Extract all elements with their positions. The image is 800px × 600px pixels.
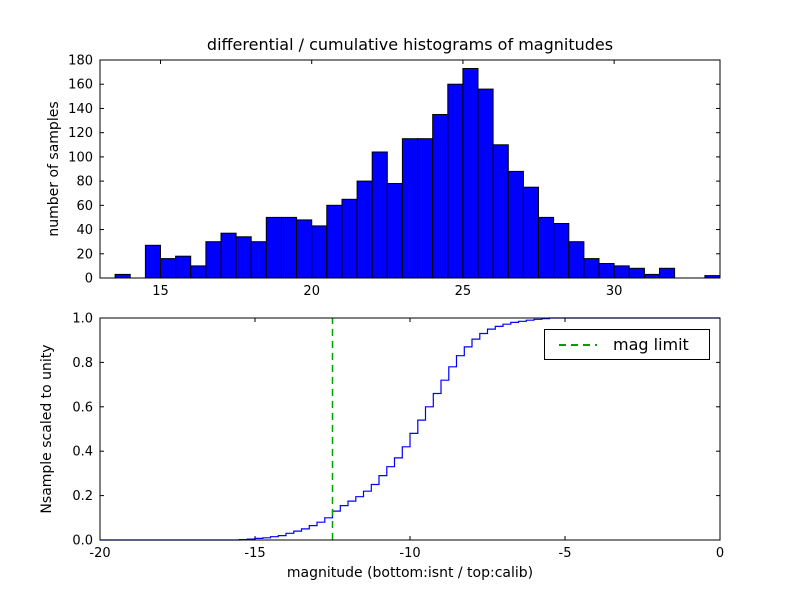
top-axes-ticks (100, 59, 720, 279)
bottom-axes-xtick-label: -15 (244, 546, 265, 561)
top-axes-tick-labels: 15 20 25 30 0 20 40 60 80 100 120 140 160 180 (68, 54, 622, 300)
histogram-bar (401, 138, 418, 279)
histogram-bar (326, 204, 343, 279)
histogram-bar (235, 236, 252, 279)
histogram-bar (371, 151, 388, 279)
top-axes-ytick-label: 180 (68, 54, 93, 69)
histogram-bar (583, 258, 600, 279)
bottom-axes-ticks (99, 317, 721, 541)
top-axes-ytick-label: 80 (76, 175, 93, 190)
bottom-ylabel: Nsample scaled to unity (39, 344, 55, 514)
histogram-bar (311, 225, 328, 279)
top-axes-xtick-label: 25 (455, 284, 472, 299)
legend-dash-icon (559, 343, 597, 346)
histogram-bar (114, 273, 131, 279)
bottom-axes-ytick-label: 0.0 (72, 534, 93, 549)
histogram-bar (628, 267, 645, 279)
top-axes-ytick-label: 0 (85, 272, 93, 287)
bottom-axes-ytick-label: 0.6 (72, 400, 93, 415)
top-axes-xtick-label: 30 (606, 284, 623, 299)
histogram-bar (386, 183, 403, 279)
histogram-bar (220, 232, 237, 279)
bottom-axes-xtick-label: -5 (559, 546, 572, 561)
histogram-bar (568, 241, 585, 279)
histogram-bar (281, 216, 298, 279)
top-axes-ytick-label: 100 (68, 150, 93, 165)
histogram-bar (356, 180, 373, 279)
histogram-bar (250, 241, 267, 279)
histogram-bar (205, 241, 222, 279)
xlabel: magnitude (bottom:isnt / top:calib) (286, 565, 534, 581)
bottom-axes-xtick-label: -10 (399, 546, 420, 561)
bottom-axes-ytick-label: 0.2 (72, 489, 93, 504)
histogram-bar (432, 114, 449, 279)
histogram-bar (296, 219, 313, 279)
bottom-axes-ytick-label: 0.4 (72, 445, 93, 460)
top-axes-ytick-label: 40 (76, 223, 93, 238)
histogram-bar (160, 258, 177, 279)
cumulative-line (100, 317, 720, 541)
top-axes-xtick-label: 20 (303, 284, 320, 299)
histogram-bar (462, 68, 479, 279)
bottom-axes-ytick-label: 0.8 (72, 356, 93, 371)
histogram-bar (477, 88, 494, 279)
top-axes-xtick-label: 15 (152, 284, 169, 299)
histogram-bar (447, 83, 464, 279)
histogram-bar (598, 263, 615, 279)
histogram-bar (265, 216, 282, 279)
top-axes-frame (99, 59, 721, 279)
histogram-bars (114, 68, 721, 279)
histogram-bar (522, 186, 540, 279)
histogram-bar (417, 138, 434, 279)
histogram-bar (341, 198, 358, 279)
top-axes-ytick-label: 120 (68, 126, 93, 141)
chart-title: differential / cumulative histograms of … (206, 35, 614, 54)
histogram-bar (538, 216, 555, 279)
top-ylabel: number of samples (46, 101, 62, 237)
histogram-bar (492, 144, 509, 279)
top-axes-ytick-label: 60 (76, 199, 93, 214)
legend: mag limit (544, 329, 710, 360)
histogram-bar (507, 170, 524, 279)
histogram-bar (553, 223, 570, 279)
legend-label: mag limit (613, 335, 689, 354)
histogram-bar (175, 255, 192, 279)
top-axes-ytick-label: 140 (68, 102, 93, 117)
histogram-bar (659, 267, 676, 279)
bottom-axes-xtick-label: -20 (89, 546, 110, 561)
bottom-axes-tick-labels: -20 -15 -10 -5 0 0.0 0.2 0.4 0.6 0.8 1.0 (72, 312, 724, 562)
histogram-bar (144, 244, 161, 279)
top-axes-ytick-label: 160 (68, 78, 93, 93)
bottom-axes-ytick-label: 1.0 (72, 312, 93, 327)
top-axes-ytick-label: 20 (76, 247, 93, 262)
histogram-bar (643, 273, 661, 279)
histogram-bar (613, 265, 630, 279)
bottom-axes-xtick-label: 0 (716, 546, 724, 561)
histogram-bar (190, 265, 207, 279)
